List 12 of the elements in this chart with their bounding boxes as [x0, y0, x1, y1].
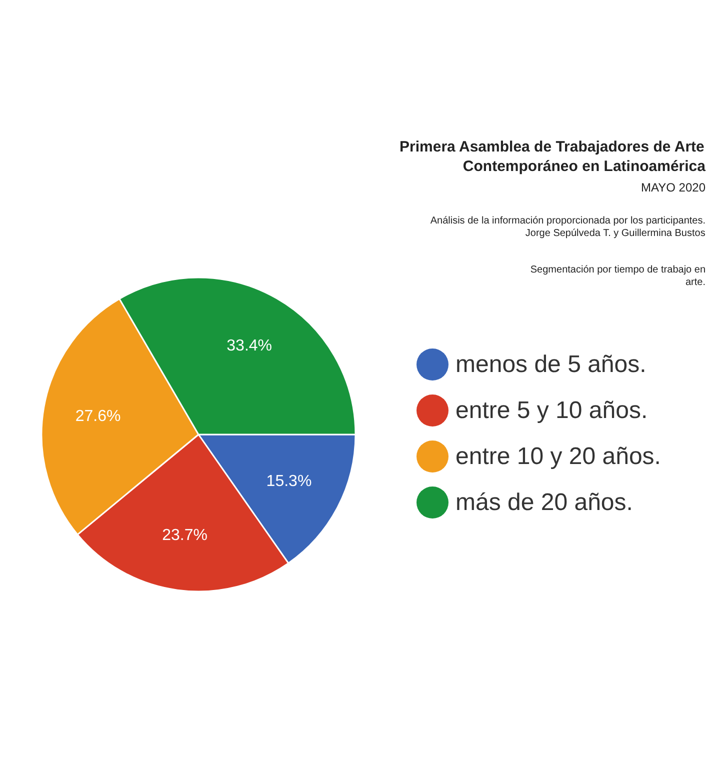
legend-label: menos de 5 años.: [456, 351, 646, 378]
chart-subtitle: MAYO 2020: [641, 180, 706, 194]
chart-title: Primera Asamblea de Trabajadores de Arte Contemporáneo en Latinoamérica: [400, 138, 706, 176]
legend-label: entre 5 y 10 años.: [456, 397, 648, 424]
text: Segmentación por tiempo de trabajo en arte.: [530, 264, 706, 288]
data-label: 33.4%: [226, 338, 272, 355]
text: Análisis de la información proporcionada por los participantes. Jorge Sepúlveda T. y Guillermina Bustos: [430, 216, 706, 240]
data-label: 23.7%: [162, 527, 208, 544]
data-label: 15.3%: [266, 473, 312, 490]
legend-label: más de 20 años.: [456, 489, 633, 516]
legend-label: entre 10 y 20 años.: [456, 443, 661, 470]
data-label: 27.6%: [75, 408, 121, 426]
